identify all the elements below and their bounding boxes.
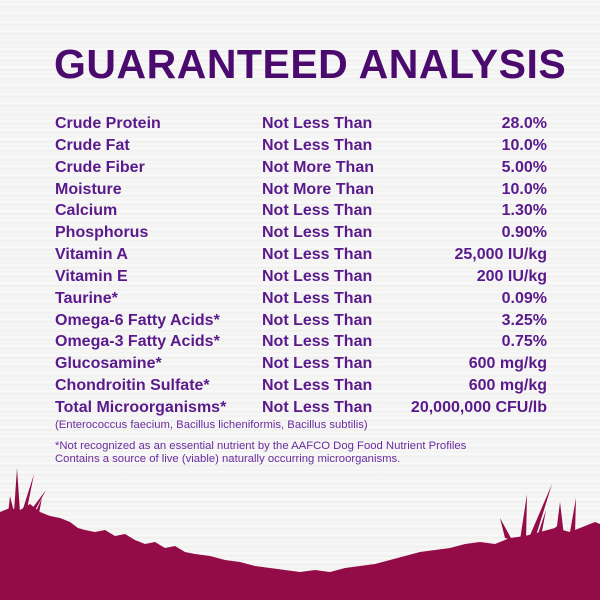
grass-tuft-left <box>8 468 46 518</box>
nutrient-value: 28.0% <box>501 115 547 132</box>
table-row: Calcium Not Less Than 1.30% <box>55 200 547 222</box>
table-row: Omega-3 Fatty Acids* Not Less Than 0.75% <box>55 331 547 353</box>
nutrient-value: 600 mg/kg <box>468 355 547 373</box>
nutrient-condition: Not Less Than <box>262 333 373 351</box>
nutrient-condition: Not More Than <box>262 158 374 176</box>
table-row: Chondroitin Sulfate* Not Less Than 600 mg/… <box>55 375 547 397</box>
nutrient-value: 200 IU/kg <box>476 267 547 285</box>
nutrient-name: Omega-3 Fatty Acids* <box>55 333 220 351</box>
nutrient-condition: Not Less Than <box>262 355 373 373</box>
nutrient-name: Vitamin E <box>55 267 128 285</box>
nutrient-value: 25,000 IU/kg <box>454 246 548 264</box>
nutrient-condition: Not Less Than <box>262 398 373 416</box>
nutrient-name: Chondroitin Sulfate* <box>55 377 210 395</box>
table-row: Crude Protein Not Less Than 28.0% <box>55 113 547 135</box>
footnote-live-microorganisms: Contains a source of live (viable) natur… <box>55 453 401 465</box>
nutrient-name: Crude Fat <box>55 136 130 154</box>
nutrient-value: 1.30% <box>501 202 547 220</box>
nutrient-condition: Not Less Than <box>262 136 373 154</box>
nutrient-value: 0.09% <box>501 289 547 307</box>
table-row: Vitamin E Not Less Than 200 IU/kg <box>55 266 547 288</box>
nutrient-condition: Not Less Than <box>262 289 373 307</box>
nutrient-name: Omega-6 Fatty Acids* <box>55 311 220 329</box>
nutrient-value: 5.00% <box>501 158 547 176</box>
nutrient-condition: Not Less Than <box>262 246 373 264</box>
analysis-table: Crude Protein Not Less Than 28.0% Crude Fat… <box>55 113 547 419</box>
table-row: Taurine* Not Less Than 0.09% <box>55 288 547 310</box>
nutrient-name: Phosphorus <box>55 224 149 242</box>
nutrient-value: 3.25% <box>501 311 547 329</box>
nutrient-value: 600 mg/kg <box>468 377 547 395</box>
nutrient-condition: Not More Than <box>262 180 374 198</box>
nutrient-name: Crude Protein <box>55 115 161 132</box>
nutrient-name: Glucosamine* <box>55 355 162 373</box>
nutrient-name: Total Microorganisms* <box>55 398 227 416</box>
nutrient-name: Crude Fiber <box>55 158 145 176</box>
nutrient-condition: Not Less Than <box>262 267 373 285</box>
nutrient-value: 10.0% <box>501 136 547 154</box>
nutrient-condition: Not Less Than <box>262 115 373 132</box>
nutrient-condition: Not Less Than <box>262 377 373 395</box>
nutrient-value: 10.0% <box>501 180 547 198</box>
footnote-aafco: *Not recognized as an essential nutrient… <box>55 440 467 452</box>
table-row: Total Microorganisms* Not Less Than 20,000… <box>55 397 547 419</box>
nutrient-condition: Not Less Than <box>262 311 373 329</box>
nutrient-value: 0.90% <box>501 224 547 242</box>
grass-tuft-right <box>500 484 576 542</box>
table-row: Glucosamine* Not Less Than 600 mg/kg <box>55 353 547 375</box>
table-row: Phosphorus Not Less Than 0.90% <box>55 222 547 244</box>
nutrient-name: Vitamin A <box>55 246 128 264</box>
table-row: Crude Fiber Not More Than 5.00% <box>55 157 547 179</box>
page-title: GUARANTEED ANALYSIS <box>54 41 567 87</box>
nutrient-name: Taurine* <box>55 289 118 307</box>
nutrient-condition: Not Less Than <box>262 224 373 242</box>
table-row: Omega-6 Fatty Acids* Not Less Than 3.25% <box>55 310 547 332</box>
strains-note: (Enterococcus faecium, Bacillus lichenif… <box>55 419 368 431</box>
nutrient-name: Calcium <box>55 202 118 220</box>
nutrient-condition: Not Less Than <box>262 202 373 220</box>
nutrient-value: 0.75% <box>501 333 547 351</box>
nutrient-value: 20,000,000 CFU/lb <box>410 398 547 416</box>
grass-ground <box>0 504 600 600</box>
nutrient-name: Moisture <box>55 180 122 198</box>
table-row: Vitamin A Not Less Than 25,000 IU/kg <box>55 244 547 266</box>
table-row: Crude Fat Not Less Than 10.0% <box>55 135 547 157</box>
grass-silhouette <box>0 468 600 600</box>
table-row: Moisture Not More Than 10.0% <box>55 179 547 201</box>
